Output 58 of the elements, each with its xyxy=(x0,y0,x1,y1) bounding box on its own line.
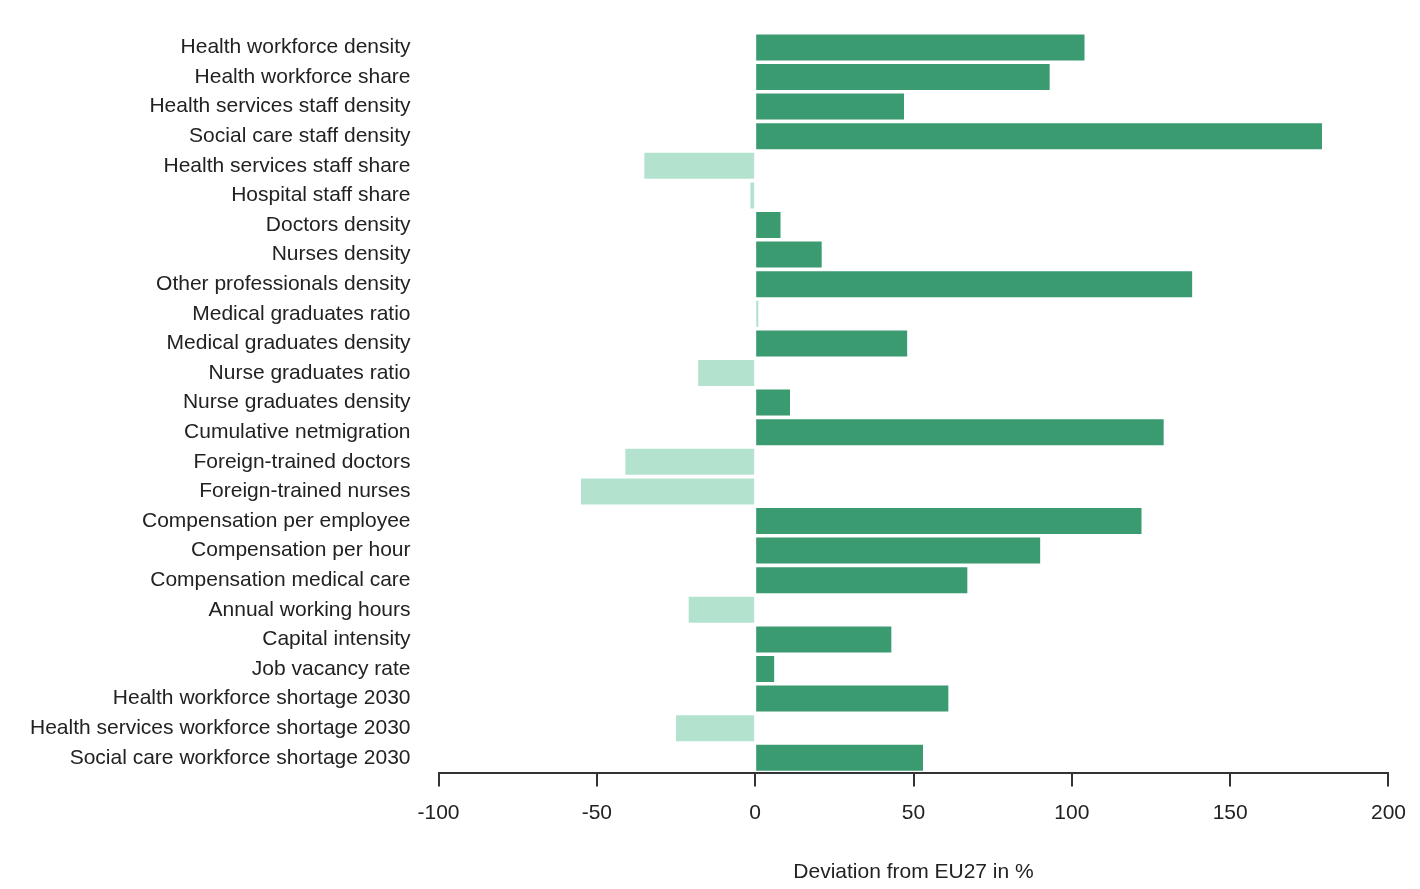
y-tick-label: Social care workforce shortage 2030 xyxy=(69,744,411,768)
bar xyxy=(756,63,1050,91)
y-tick-label: Health workforce density xyxy=(180,34,412,58)
bar xyxy=(756,685,949,712)
bar xyxy=(756,93,904,120)
y-tick-label: Medical graduates ratio xyxy=(192,300,411,324)
y-tick-label: Health services workforce shortage 2030 xyxy=(29,715,411,738)
y-tick-label: Capital intensity xyxy=(262,626,412,650)
y-tick-label: Health services staff density xyxy=(149,93,412,117)
bar xyxy=(756,626,892,653)
y-tick-label: Medical graduates density xyxy=(166,330,412,354)
y-tick-label: Health services staff share xyxy=(163,152,411,176)
bar xyxy=(625,448,755,475)
y-tick-label: Nurses density xyxy=(271,241,412,265)
y-tick-label: Compensation per employee xyxy=(142,507,411,531)
x-axis-title: Deviation from EU27 in % xyxy=(793,859,1034,883)
bar xyxy=(644,152,755,179)
x-tick-label: -100 xyxy=(417,800,460,823)
y-tick-label: Hospital staff share xyxy=(231,182,411,206)
y-tick-label: Doctors density xyxy=(265,211,412,235)
y-tick-label: Other professionals density xyxy=(156,271,412,294)
bar xyxy=(756,211,781,239)
x-tick-label: 100 xyxy=(1054,800,1090,823)
y-tick-label: Cumulative netmigration xyxy=(184,419,411,442)
bar xyxy=(756,271,1193,298)
y-tick-label: Health workforce shortage 2030 xyxy=(112,685,411,709)
y-tick-label: Social care staff density xyxy=(189,123,412,146)
y-tick-label: Foreign-trained doctors xyxy=(193,448,411,472)
y-tick-label: Health workforce share xyxy=(194,63,411,87)
y-tick-label: Job vacancy rate xyxy=(251,655,411,679)
x-tick-label: 150 xyxy=(1212,800,1248,823)
bar xyxy=(756,34,1085,61)
y-tick-label: Nurse graduates ratio xyxy=(208,359,411,383)
bar xyxy=(756,241,822,268)
y-tick-label: Compensation medical care xyxy=(150,567,411,590)
bar xyxy=(756,744,923,771)
bar xyxy=(698,359,755,387)
bar xyxy=(750,182,755,209)
x-tick-label: -50 xyxy=(581,800,613,823)
bar xyxy=(688,596,755,623)
bar xyxy=(581,478,755,505)
bar xyxy=(676,715,755,742)
bar xyxy=(756,567,968,594)
bar xyxy=(756,123,1322,150)
y-tick-label: Foreign-trained nurses xyxy=(199,478,411,502)
y-tick-label: Annual working hours xyxy=(208,596,411,620)
bar xyxy=(756,389,791,416)
bar xyxy=(756,419,1164,446)
x-tick-label: 0 xyxy=(749,800,762,823)
bar xyxy=(756,507,1142,535)
y-tick-label: Nurse graduates density xyxy=(182,389,412,413)
bar xyxy=(756,330,908,357)
y-tick-label: Compensation per hour xyxy=(191,537,411,561)
bar xyxy=(756,537,1041,564)
x-tick-label: 50 xyxy=(901,800,926,823)
x-tick-label: 200 xyxy=(1370,800,1406,823)
bar xyxy=(756,655,775,683)
bar xyxy=(756,300,759,327)
